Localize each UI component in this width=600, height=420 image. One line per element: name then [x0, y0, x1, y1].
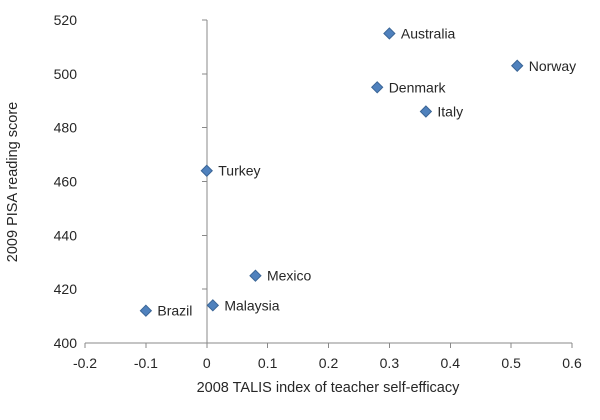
data-point-malaysia: [206, 299, 220, 312]
x-tick-label: -0.1: [134, 355, 158, 371]
data-point-italy: [419, 105, 433, 118]
x-tick-label: 0.1: [258, 355, 278, 371]
point-label-turkey: Turkey: [218, 163, 260, 179]
data-point-turkey: [200, 164, 213, 177]
y-tick-label: 460: [54, 174, 78, 190]
point-label-brazil: Brazil: [157, 303, 192, 319]
y-axis-title: 2009 PISA reading score: [5, 102, 21, 262]
y-tick-label: 500: [54, 66, 78, 82]
x-axis-title: 2008 TALIS index of teacher self-efficac…: [197, 380, 461, 396]
point-label-malaysia: Malaysia: [224, 297, 279, 313]
plot-area: -0.2 -0.1 0 0.1 0.2 0.3 0.4 0.5 0.6 400 420 440 460 4…: [54, 12, 582, 371]
x-tick-label: 0.6: [562, 355, 582, 371]
y-tick-label: 440: [54, 227, 78, 243]
x-tick-label: 0.2: [319, 355, 339, 371]
data-point-norway: [511, 59, 524, 72]
x-tick-label: 0.3: [380, 355, 400, 371]
y-tick-label: 420: [54, 281, 78, 297]
data-point-brazil: [139, 304, 153, 317]
y-tick-label: 400: [54, 335, 78, 351]
y-tick-label: 520: [54, 12, 78, 28]
point-label-mexico: Mexico: [267, 268, 312, 284]
data-point-mexico: [249, 269, 262, 282]
point-label-denmark: Denmark: [389, 79, 447, 95]
data-point-australia: [383, 27, 396, 40]
x-tick-label: 0.5: [501, 355, 521, 371]
x-tick-label: 0: [203, 355, 211, 371]
data-point-denmark: [370, 81, 384, 94]
x-tick-label: 0.4: [441, 355, 461, 371]
point-label-norway: Norway: [529, 58, 576, 74]
point-label-australia: Australia: [401, 25, 456, 41]
x-tick-label: -0.2: [73, 355, 97, 371]
y-tick-label: 480: [54, 120, 78, 136]
point-label-italy: Italy: [437, 104, 463, 120]
